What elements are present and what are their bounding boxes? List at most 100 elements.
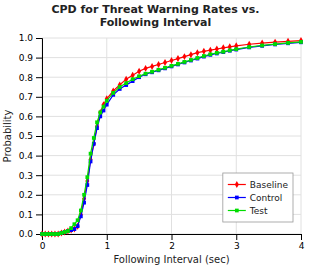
chart-title-line: Following Interval [100, 16, 212, 29]
series [40, 37, 303, 237]
series-point [163, 67, 167, 71]
x-tick-mark [107, 234, 108, 240]
y-axis-line [36, 39, 43, 235]
y-tick-label: 0.7 [19, 92, 33, 102]
series-point [260, 44, 264, 48]
series-point [43, 232, 47, 236]
series-point [189, 51, 193, 58]
series-point [202, 55, 206, 59]
series-point [76, 218, 80, 222]
x-tick-mark [236, 234, 237, 240]
series-point [221, 50, 225, 54]
series-point [144, 65, 148, 72]
series-point [157, 68, 161, 72]
grid [42, 38, 301, 234]
legend-item: Control [228, 193, 283, 203]
series-point [150, 70, 154, 74]
grid-line-y [42, 77, 301, 78]
x-tick: 0 [40, 234, 46, 251]
series-point [40, 232, 44, 236]
x-axis: 01234 [40, 234, 305, 251]
y-tick-mark [36, 214, 42, 215]
series-point [56, 232, 60, 236]
series-point [286, 38, 290, 45]
chart-svg: CPD for Threat Warning Rates vs.Followin… [0, 0, 311, 268]
legend-label: Baseline [250, 180, 289, 190]
grid-line-y [42, 116, 301, 117]
series-point [137, 75, 141, 79]
x-tick-label: 1 [104, 241, 110, 251]
y-tick-label: 0.9 [19, 53, 34, 63]
series-point [228, 48, 232, 52]
x-tick: 2 [169, 234, 175, 251]
chart-title-line: CPD for Threat Warning Rates vs. [51, 3, 259, 16]
series-point [63, 230, 67, 234]
series-point [247, 45, 251, 49]
y-tick-mark [36, 116, 42, 117]
grid-line-y [42, 136, 301, 137]
series-point [260, 44, 264, 48]
series-point [273, 39, 277, 46]
y-tick-mark [36, 77, 42, 78]
series-point [215, 52, 219, 56]
series-point [144, 72, 148, 76]
y-tick: 0.6 [19, 112, 42, 122]
series-point [176, 62, 180, 66]
y-tick-label: 0.5 [19, 131, 33, 141]
series-point [118, 85, 122, 89]
series-point [169, 57, 173, 64]
y-tick-label: 0.2 [19, 190, 33, 200]
plot-area: 012340.00.10.20.30.40.50.60.70.80.91.0Ba… [19, 33, 305, 251]
series-point [56, 232, 60, 236]
grid-line-y [42, 38, 301, 39]
series-point [47, 232, 51, 236]
y-tick-mark [36, 58, 42, 59]
series-point [221, 50, 225, 54]
x-tick-mark [172, 234, 173, 240]
series-point [183, 61, 187, 65]
y-axis-title: Probability [2, 109, 13, 162]
series-point [234, 47, 238, 51]
series-point [137, 68, 141, 75]
series-point [189, 58, 193, 62]
series-point [124, 81, 128, 85]
y-tick: 0.3 [19, 171, 42, 181]
y-tick: 0.9 [19, 53, 42, 63]
series-point [183, 60, 187, 64]
y-tick: 0.1 [19, 210, 42, 220]
x-axis-line [43, 235, 302, 241]
y-tick: 0.4 [19, 151, 42, 161]
series-point [66, 229, 70, 233]
series-point [208, 52, 212, 56]
series-point [105, 99, 109, 103]
series-point [228, 49, 232, 53]
series-point [50, 232, 54, 236]
x-tick-label: 3 [234, 241, 240, 251]
series-point [89, 152, 93, 156]
series-point [98, 111, 102, 115]
series-point [170, 64, 174, 68]
series [40, 40, 303, 235]
series-point [170, 65, 174, 69]
series-point [50, 232, 54, 236]
series-point [234, 48, 238, 52]
series-line [42, 42, 301, 234]
series-point [157, 61, 161, 68]
series-point [157, 68, 161, 72]
x-tick: 1 [104, 234, 110, 251]
series-point [196, 56, 200, 60]
series-point [73, 222, 77, 226]
y-tick-label: 0.6 [19, 112, 34, 122]
y-tick-mark [36, 38, 42, 39]
series-point [286, 41, 290, 45]
x-tick-label: 2 [169, 241, 175, 251]
y-tick-label: 0.3 [19, 171, 33, 181]
legend-swatch-marker [235, 196, 239, 200]
y-tick-mark [36, 97, 42, 98]
series-point [95, 120, 99, 124]
x-axis-title: Following Interval (sec) [113, 254, 229, 265]
series-point [76, 224, 80, 228]
y-tick: 0.8 [19, 73, 42, 83]
legend-item: Test [228, 206, 268, 216]
series-point [73, 227, 77, 231]
